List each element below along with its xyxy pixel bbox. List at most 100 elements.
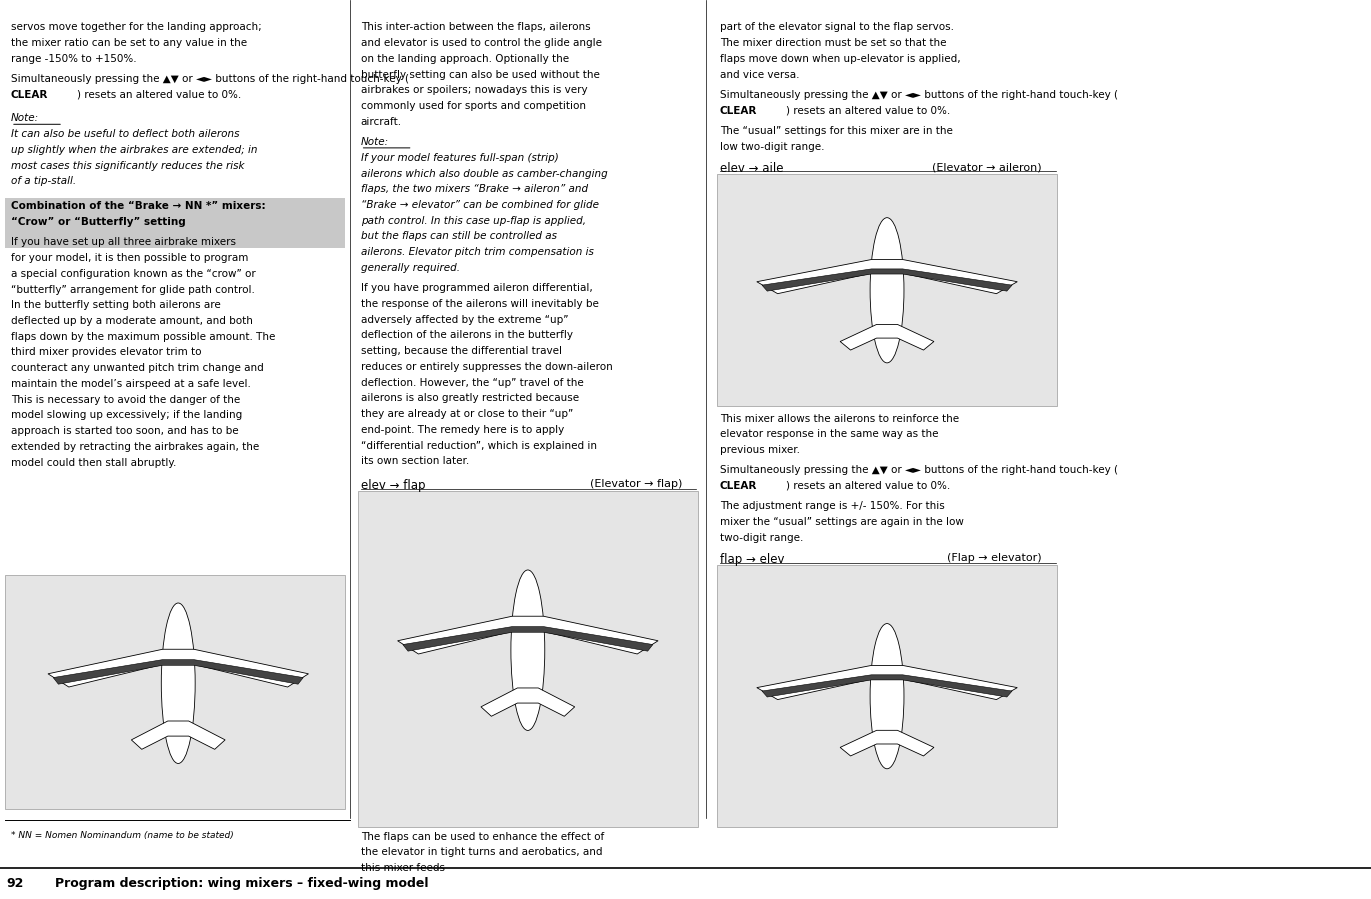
Text: This mixer allows the ailerons to reinforce the: This mixer allows the ailerons to reinfo…: [720, 414, 958, 423]
Text: for your model, it is then possible to program: for your model, it is then possible to p…: [11, 253, 248, 263]
Text: airbrakes or spoilers; nowadays this is very: airbrakes or spoilers; nowadays this is …: [361, 85, 587, 95]
Text: The flaps can be used to enhance the effect of: The flaps can be used to enhance the eff…: [361, 832, 603, 841]
Text: but the flaps can still be controlled as: but the flaps can still be controlled as: [361, 231, 557, 242]
Text: ) resets an altered value to 0%.: ) resets an altered value to 0%.: [786, 105, 950, 116]
Text: counteract any unwanted pitch trim change and: counteract any unwanted pitch trim chang…: [11, 363, 263, 373]
Text: “Brake → elevator” can be combined for glide: “Brake → elevator” can be combined for g…: [361, 200, 599, 210]
Text: The adjustment range is +/- 150%. For this: The adjustment range is +/- 150%. For th…: [720, 502, 945, 512]
Text: ailerons. Elevator pitch trim compensation is: ailerons. Elevator pitch trim compensati…: [361, 247, 594, 257]
Text: elev → aile: elev → aile: [720, 162, 783, 175]
Text: elev → flap: elev → flap: [361, 479, 425, 492]
Text: CLEAR: CLEAR: [720, 105, 757, 116]
Text: Simultaneously pressing the ▲▼ or ◄► buttons of the right-hand touch-key (: Simultaneously pressing the ▲▼ or ◄► but…: [720, 465, 1117, 476]
Text: Simultaneously pressing the ▲▼ or ◄► buttons of the right-hand touch-key (: Simultaneously pressing the ▲▼ or ◄► but…: [11, 74, 409, 85]
Text: This is necessary to avoid the danger of the: This is necessary to avoid the danger of…: [11, 395, 240, 405]
Text: CLEAR: CLEAR: [11, 90, 48, 100]
Text: the mixer ratio can be set to any value in the: the mixer ratio can be set to any value …: [11, 38, 247, 49]
Text: (Elevator → flap): (Elevator → flap): [591, 479, 683, 489]
Text: previous mixer.: previous mixer.: [720, 445, 799, 455]
Polygon shape: [403, 627, 653, 651]
Ellipse shape: [871, 218, 903, 363]
Polygon shape: [53, 660, 303, 684]
Text: reduces or entirely suppresses the down-aileron: reduces or entirely suppresses the down-…: [361, 361, 613, 372]
Text: Note:: Note:: [361, 137, 389, 147]
Text: 92: 92: [7, 877, 25, 889]
Text: two-digit range.: two-digit range.: [720, 533, 803, 543]
Text: the elevator in tight turns and aerobatics, and: the elevator in tight turns and aerobati…: [361, 847, 602, 858]
Text: range -150% to +150%.: range -150% to +150%.: [11, 54, 137, 64]
Text: deflection. However, the “up” travel of the: deflection. However, the “up” travel of …: [361, 378, 583, 387]
Text: they are already at or close to their “up”: they are already at or close to their “u…: [361, 409, 573, 419]
Text: flaps down by the maximum possible amount. The: flaps down by the maximum possible amoun…: [11, 332, 276, 342]
FancyBboxPatch shape: [717, 174, 1057, 406]
Text: flaps move down when up-elevator is applied,: flaps move down when up-elevator is appl…: [720, 54, 961, 64]
Text: ) resets an altered value to 0%.: ) resets an altered value to 0%.: [786, 481, 950, 491]
Text: If you have set up all three airbrake mixers: If you have set up all three airbrake mi…: [11, 237, 236, 247]
Text: In the butterfly setting both ailerons are: In the butterfly setting both ailerons a…: [11, 300, 221, 310]
Text: path control. In this case up-flap is applied,: path control. In this case up-flap is ap…: [361, 216, 585, 226]
Text: a special configuration known as the “crow” or: a special configuration known as the “cr…: [11, 269, 256, 279]
Text: Note:: Note:: [11, 113, 40, 123]
Text: model slowing up excessively; if the landing: model slowing up excessively; if the lan…: [11, 410, 243, 421]
Text: this mixer feeds: this mixer feeds: [361, 863, 444, 873]
Text: extended by retracting the airbrakes again, the: extended by retracting the airbrakes aga…: [11, 441, 259, 452]
Polygon shape: [757, 260, 1017, 294]
FancyBboxPatch shape: [5, 199, 345, 248]
Text: “differential reduction”, which is explained in: “differential reduction”, which is expla…: [361, 441, 596, 450]
Polygon shape: [48, 649, 308, 687]
Polygon shape: [762, 269, 1012, 291]
Polygon shape: [840, 730, 934, 756]
Polygon shape: [398, 616, 658, 654]
Text: ailerons which also double as camber-changing: ailerons which also double as camber-cha…: [361, 168, 607, 179]
Text: flaps, the two mixers “Brake → aileron” and: flaps, the two mixers “Brake → aileron” …: [361, 184, 588, 194]
Text: model could then stall abruptly.: model could then stall abruptly.: [11, 458, 177, 467]
Text: ailerons is also greatly restricted because: ailerons is also greatly restricted beca…: [361, 393, 579, 404]
Ellipse shape: [871, 624, 903, 769]
Text: “Crow” or “Butterfly” setting: “Crow” or “Butterfly” setting: [11, 217, 185, 227]
Text: elevator response in the same way as the: elevator response in the same way as the: [720, 429, 938, 440]
Text: If your model features full-span (strip): If your model features full-span (strip): [361, 153, 558, 163]
Polygon shape: [762, 675, 1012, 697]
Text: commonly used for sports and competition: commonly used for sports and competition: [361, 101, 585, 111]
Text: servos move together for the landing approach;: servos move together for the landing app…: [11, 22, 262, 32]
Text: generally required.: generally required.: [361, 263, 459, 273]
Text: ) resets an altered value to 0%.: ) resets an altered value to 0%.: [77, 90, 241, 100]
Text: part of the elevator signal to the flap servos.: part of the elevator signal to the flap …: [720, 22, 954, 32]
Text: third mixer provides elevator trim to: third mixer provides elevator trim to: [11, 347, 202, 358]
Polygon shape: [840, 325, 934, 350]
Text: end-point. The remedy here is to apply: end-point. The remedy here is to apply: [361, 424, 563, 435]
Text: flap → elev: flap → elev: [720, 553, 784, 566]
Text: The “usual” settings for this mixer are in the: The “usual” settings for this mixer are …: [720, 126, 953, 136]
Text: maintain the model’s airspeed at a safe level.: maintain the model’s airspeed at a safe …: [11, 378, 251, 389]
Text: of a tip-stall.: of a tip-stall.: [11, 176, 77, 186]
Text: butterfly setting can also be used without the: butterfly setting can also be used witho…: [361, 69, 599, 80]
Text: deflection of the ailerons in the butterfly: deflection of the ailerons in the butter…: [361, 330, 573, 341]
Text: * NN = Nomen Nominandum (name to be stated): * NN = Nomen Nominandum (name to be stat…: [11, 831, 233, 840]
Text: If you have programmed aileron differential,: If you have programmed aileron different…: [361, 283, 592, 293]
Ellipse shape: [162, 603, 195, 763]
Text: (Elevator → aileron): (Elevator → aileron): [932, 162, 1042, 172]
Text: setting, because the differential travel: setting, because the differential travel: [361, 346, 562, 356]
Text: Combination of the “Brake → NN *” mixers:: Combination of the “Brake → NN *” mixers…: [11, 201, 266, 211]
Text: The mixer direction must be set so that the: The mixer direction must be set so that …: [720, 38, 946, 49]
Text: approach is started too soon, and has to be: approach is started too soon, and has to…: [11, 426, 239, 436]
Ellipse shape: [511, 570, 544, 730]
Text: and vice versa.: and vice versa.: [720, 69, 799, 80]
Text: the response of the ailerons will inevitably be: the response of the ailerons will inevit…: [361, 298, 599, 309]
Text: Program description: wing mixers – fixed-wing model: Program description: wing mixers – fixed…: [55, 877, 428, 889]
Text: “butterfly” arrangement for glide path control.: “butterfly” arrangement for glide path c…: [11, 284, 255, 295]
Text: It can also be useful to deflect both ailerons: It can also be useful to deflect both ai…: [11, 129, 240, 139]
Text: CLEAR: CLEAR: [720, 481, 757, 491]
Text: up slightly when the airbrakes are extended; in: up slightly when the airbrakes are exten…: [11, 145, 258, 155]
Text: mixer the “usual” settings are again in the low: mixer the “usual” settings are again in …: [720, 517, 964, 527]
Text: its own section later.: its own section later.: [361, 456, 469, 467]
Text: This inter-action between the flaps, ailerons: This inter-action between the flaps, ail…: [361, 22, 590, 32]
FancyBboxPatch shape: [717, 565, 1057, 827]
Text: low two-digit range.: low two-digit range.: [720, 142, 824, 152]
Polygon shape: [481, 688, 574, 717]
Text: Simultaneously pressing the ▲▼ or ◄► buttons of the right-hand touch-key (: Simultaneously pressing the ▲▼ or ◄► but…: [720, 90, 1117, 100]
Text: and elevator is used to control the glide angle: and elevator is used to control the glid…: [361, 38, 602, 49]
Text: on the landing approach. Optionally the: on the landing approach. Optionally the: [361, 54, 569, 64]
Text: deflected up by a moderate amount, and both: deflected up by a moderate amount, and b…: [11, 316, 252, 326]
Text: (Flap → elevator): (Flap → elevator): [947, 553, 1042, 563]
